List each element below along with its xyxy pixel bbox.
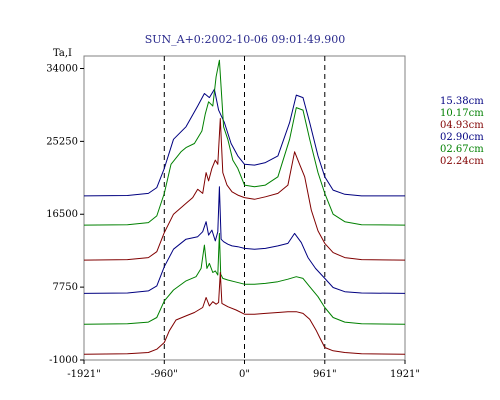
x-tick-label: 961" — [313, 369, 337, 380]
chart-title: SUN_A+0:2002-10-06 09:01:49.900 — [145, 33, 346, 46]
legend-item-10.17cm: 10.17cm — [440, 108, 484, 119]
series-line-02.90cm — [83, 186, 406, 294]
legend-item-04.93cm: 04.93cm — [440, 120, 484, 131]
legend-item-15.38cm: 15.38cm — [440, 96, 484, 107]
y-axis: 34000 25250 16500 7750 -1000 — [46, 63, 84, 366]
y-tick-label: 7750 — [53, 282, 78, 293]
legend-item-02.90cm: 02.90cm — [440, 132, 484, 143]
x-tick-label: -960" — [151, 369, 178, 380]
y-tick-label: -1000 — [49, 355, 78, 366]
series-line-10.17cm — [83, 59, 406, 226]
series-line-02.67cm — [83, 232, 406, 325]
x-tick-label: 1921" — [390, 369, 420, 380]
y-tick-label: 34000 — [46, 63, 78, 74]
x-axis: -1921" -960" 0" 961" 1921" — [67, 360, 420, 380]
legend-item-02.24cm: 02.24cm — [440, 156, 484, 167]
x-tick-label: -1921" — [67, 369, 100, 380]
y-tick-label: 25250 — [46, 136, 78, 147]
vertical-reference-lines — [163, 56, 326, 360]
legend-item-02.67cm: 02.67cm — [440, 144, 484, 155]
series-line-04.93cm — [83, 118, 406, 261]
x-tick-label: 0" — [239, 369, 250, 380]
legend: 15.38cm10.17cm04.93cm02.90cm02.67cm02.24… — [440, 96, 484, 167]
series-line-02.24cm — [83, 272, 406, 355]
y-axis-label: Ta,I — [53, 48, 72, 59]
series-line-15.38cm — [83, 88, 405, 197]
series-group — [83, 59, 406, 355]
y-tick-label: 16500 — [46, 209, 78, 220]
